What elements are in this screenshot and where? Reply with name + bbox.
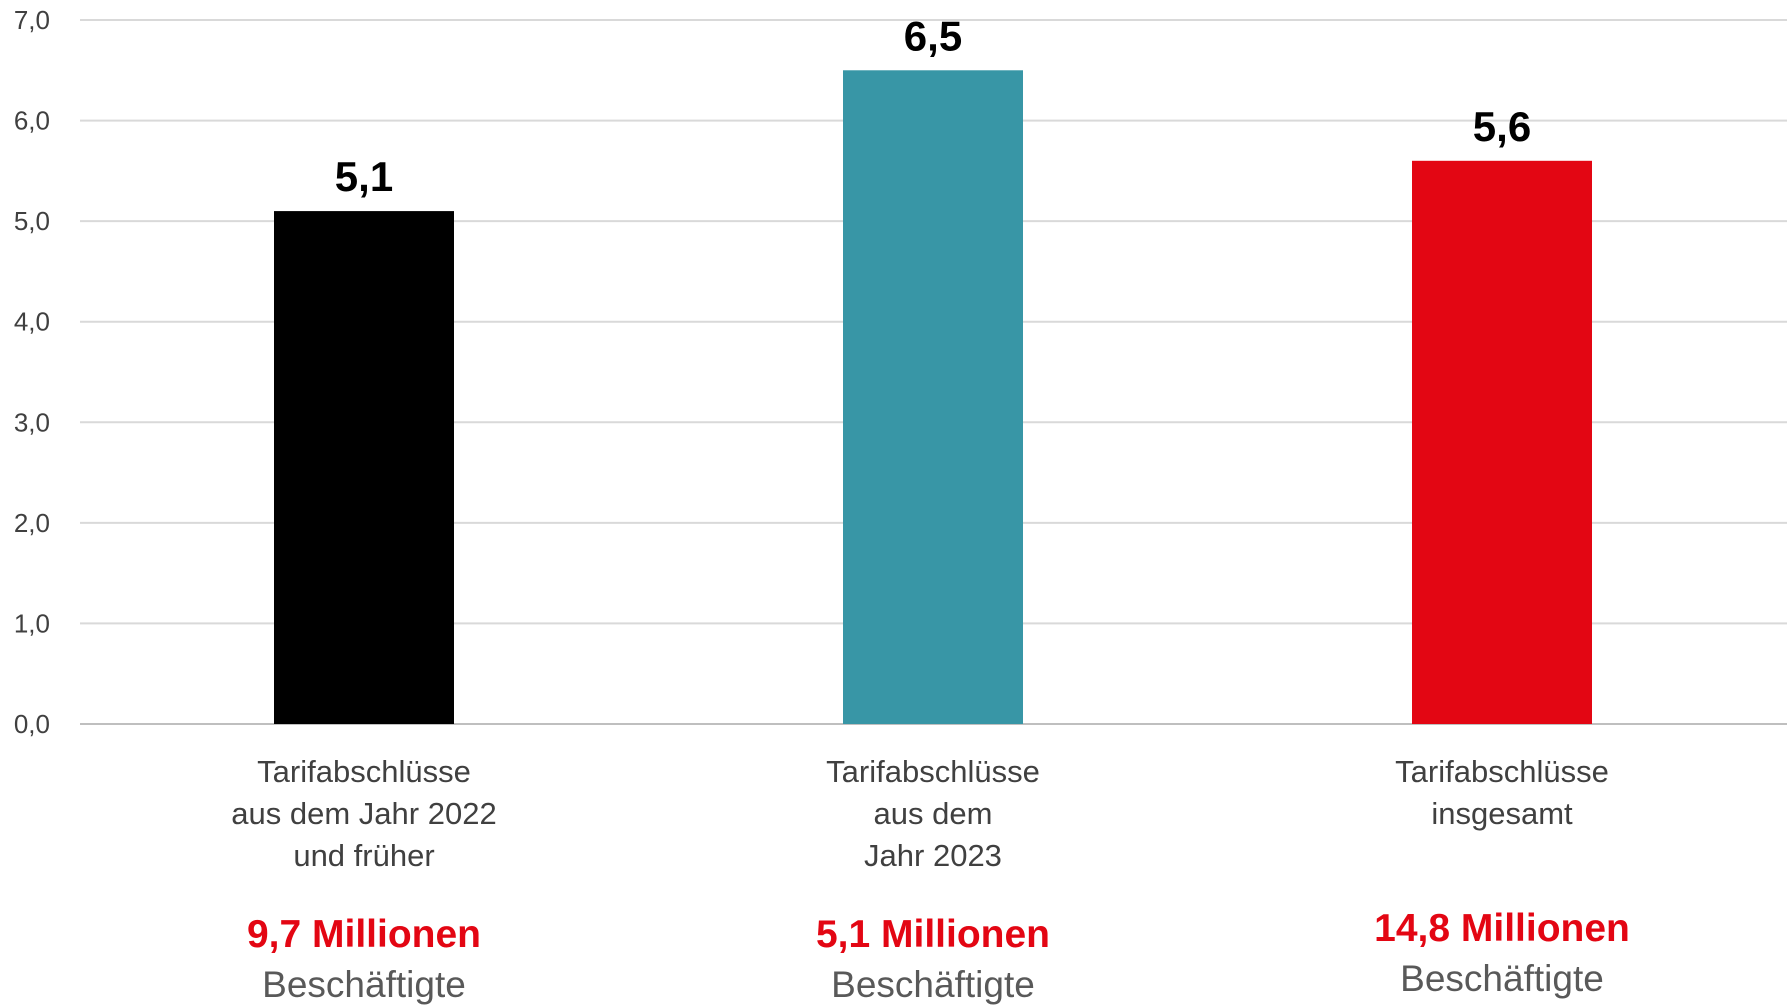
bar — [843, 70, 1023, 725]
y-tick-label: 2,0 — [14, 508, 50, 538]
y-tick-label: 6,0 — [14, 106, 50, 136]
bar — [274, 211, 454, 725]
employee-count: 14,8 Millionen — [1374, 907, 1630, 950]
employee-count: 9,7 Millionen — [247, 913, 481, 956]
bar-value-label: 6,5 — [904, 12, 962, 59]
y-tick-label: 7,0 — [14, 5, 50, 35]
category-label-line: Tarifabschlüsse — [1395, 754, 1609, 789]
bar-value-label: 5,6 — [1473, 103, 1531, 150]
category-label-line: und früher — [293, 838, 434, 873]
y-tick-label: 4,0 — [14, 307, 50, 337]
employee-label: Beschäftigte — [831, 964, 1035, 1005]
category-labels: 5,1 Tarifabschlüsse aus dem Jahr 2022 und f… — [231, 12, 1630, 1005]
employee-label: Beschäftigte — [1400, 958, 1604, 999]
category-label-line: insgesamt — [1431, 796, 1573, 831]
y-tick-label: 0,0 — [14, 709, 50, 739]
bar — [1412, 160, 1592, 725]
employee-count: 5,1 Millionen — [816, 913, 1050, 956]
category-label-line: Tarifabschlüsse — [257, 754, 471, 789]
y-tick-label: 1,0 — [14, 608, 50, 638]
y-tick-label: 3,0 — [14, 407, 50, 437]
employee-label: Beschäftigte — [262, 964, 466, 1005]
category-label-line: Tarifabschlüsse — [826, 754, 1040, 789]
bars — [274, 70, 1592, 725]
y-tick-label: 5,0 — [14, 206, 50, 236]
category-label-line: aus dem Jahr 2022 — [231, 796, 496, 831]
bar-value-label: 5,1 — [335, 153, 393, 200]
category-label-line: aus dem — [874, 796, 993, 831]
category-label-line: Jahr 2023 — [864, 838, 1002, 873]
